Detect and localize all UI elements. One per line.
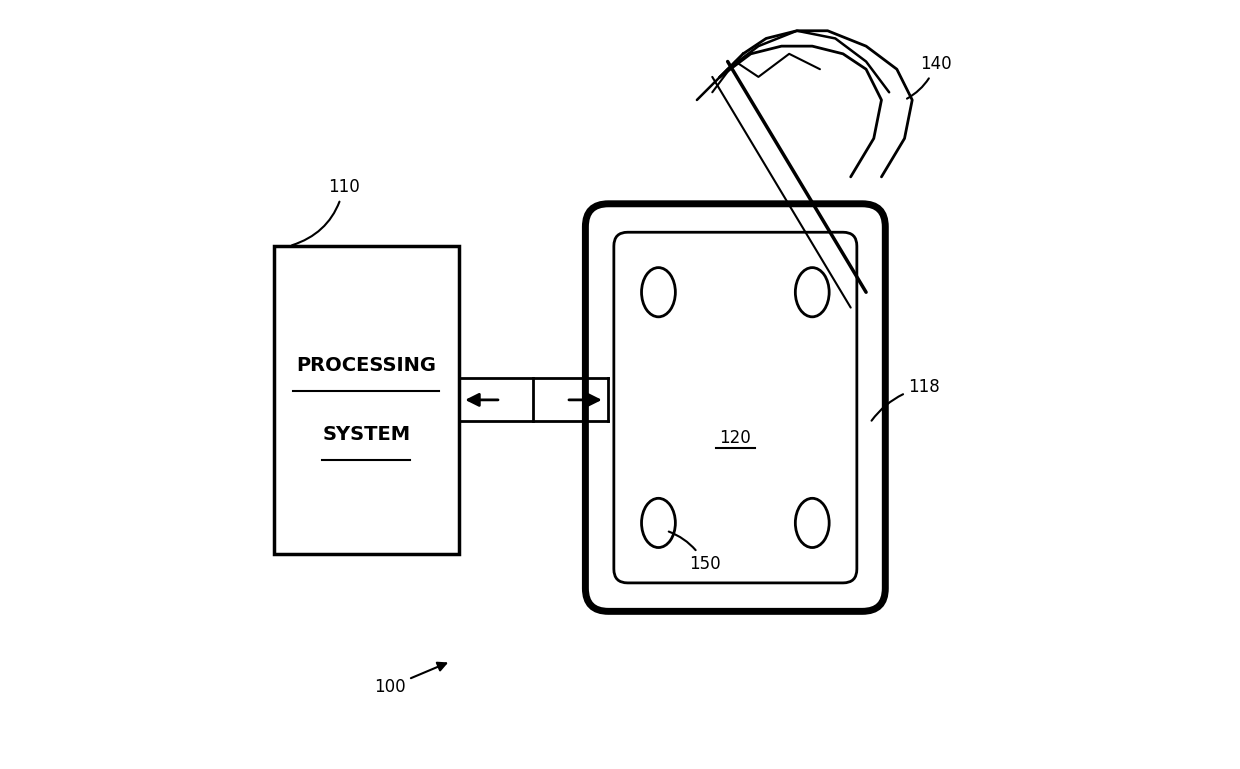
Ellipse shape [795,268,830,317]
Text: 110: 110 [291,178,360,245]
Text: 150: 150 [668,531,720,573]
Text: 120: 120 [719,429,751,448]
Text: SYSTEM: SYSTEM [322,425,410,444]
Text: PROCESSING: PROCESSING [296,356,436,375]
FancyBboxPatch shape [585,204,885,611]
Text: 100: 100 [374,663,446,696]
Text: 118: 118 [872,378,940,421]
Ellipse shape [641,498,676,548]
Ellipse shape [795,498,830,548]
Ellipse shape [641,268,676,317]
FancyBboxPatch shape [274,246,459,554]
FancyBboxPatch shape [614,232,857,583]
Text: 140: 140 [906,55,951,98]
